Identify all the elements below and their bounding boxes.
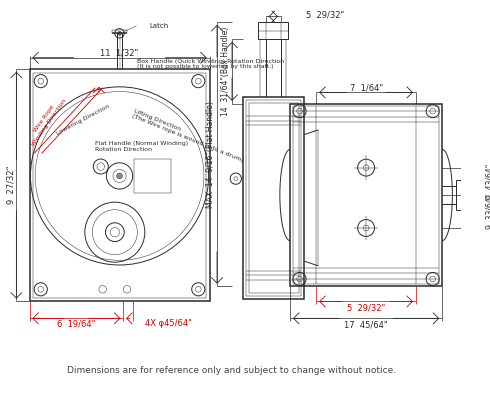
Bar [290,103,442,286]
Bar [33,73,206,298]
Bar [293,107,439,284]
Text: 14  31/64"(Box Handle): 14 31/64"(Box Handle) [221,26,230,116]
Bar [249,103,298,293]
Bar [258,22,288,39]
Text: 11  1/32": 11 1/32" [100,49,139,58]
Text: Wire Rope
Winding Direction: Wire Rope Winding Direction [26,94,67,147]
Text: Dimensions are for reference only and subject to change without notice.: Dimensions are for reference only and su… [67,367,395,375]
Circle shape [117,173,122,179]
Text: 4X φ45/64": 4X φ45/64" [145,320,192,329]
Text: 5  29/32": 5 29/32" [306,10,344,19]
Text: Latch: Latch [149,23,169,29]
Text: 17  45/64": 17 45/64" [344,320,388,329]
Text: Flat Handle (Normal Winding)
Rotation Direction: Flat Handle (Normal Winding) Rotation Di… [95,141,188,152]
Text: 5  29/32": 5 29/32" [347,303,385,312]
Bar [134,159,171,193]
Bar [29,69,210,301]
Text: 7  1/64": 7 1/64" [349,83,383,92]
Text: Lifting Direction
(The Wire rope is wound onto a drum): Lifting Direction (The Wire rope is woun… [131,108,246,163]
Text: 9  33/64": 9 33/64" [485,194,490,229]
Text: 9  43/64": 9 43/64" [485,164,490,199]
Bar [456,181,467,210]
Bar [244,97,304,299]
Text: Box Handle (Quick Winding) Rotation Direction
(It is not possible to lowering by: Box Handle (Quick Winding) Rotation Dire… [137,58,285,70]
Bar [246,100,301,296]
Text: Lowering Direction: Lowering Direction [56,103,110,136]
Text: MAX  14  9/16"(Flat Handle): MAX 14 9/16"(Flat Handle) [206,101,215,208]
Text: 6  19/64": 6 19/64" [57,320,96,329]
Circle shape [118,32,122,35]
Text: 9  27/32": 9 27/32" [6,166,15,204]
